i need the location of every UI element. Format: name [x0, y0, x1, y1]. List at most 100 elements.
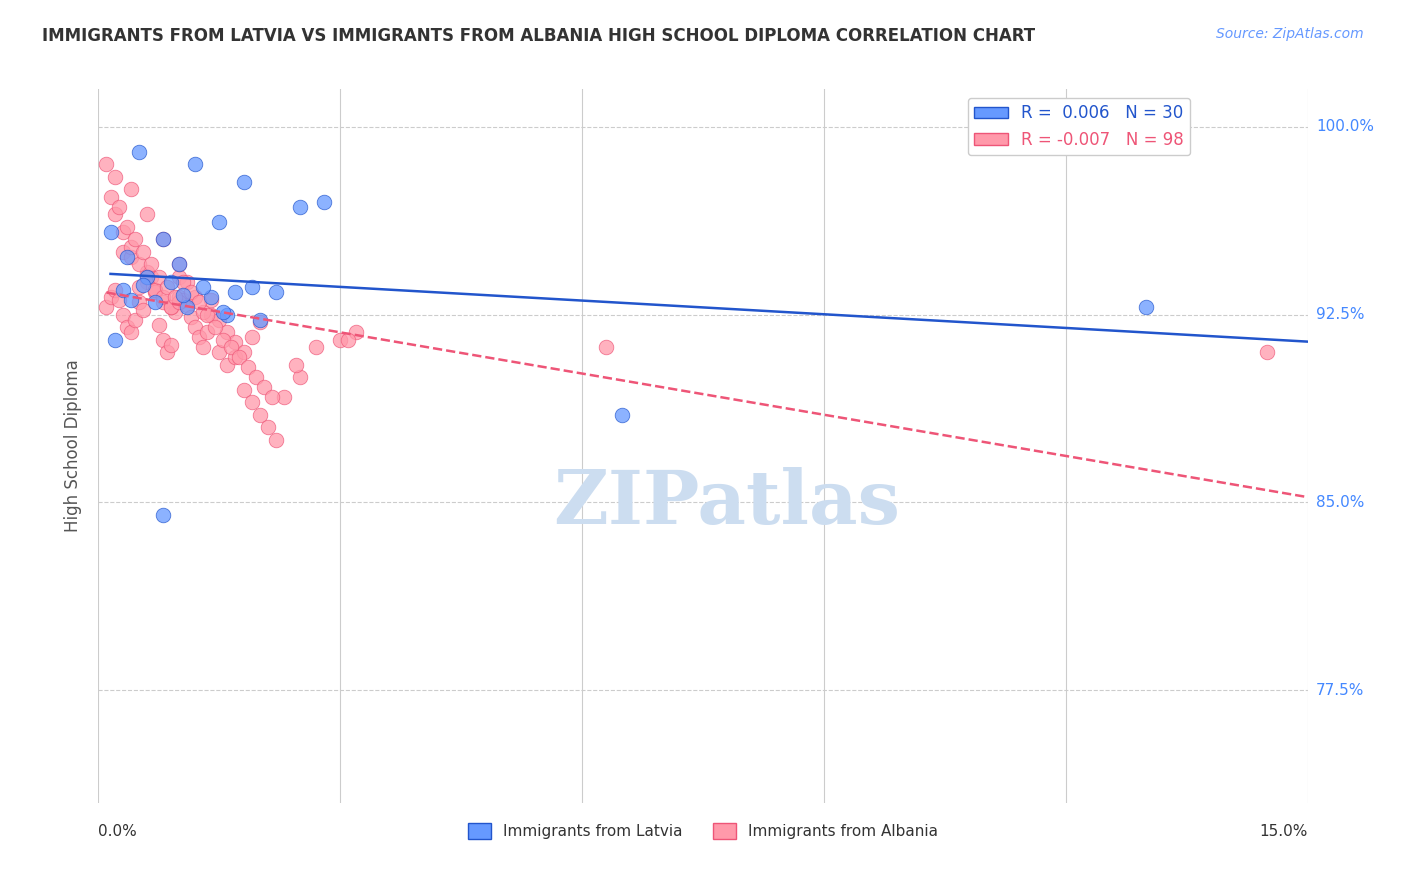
Text: 15.0%: 15.0% [1260, 824, 1308, 839]
Point [314, 194, 336, 209]
Point [245, 370, 267, 384]
Point [344, 325, 367, 339]
Point [135, 270, 157, 285]
Point [100, 225, 122, 239]
Text: 92.5%: 92.5% [1316, 307, 1364, 322]
Point [143, 295, 166, 310]
Point [120, 240, 142, 254]
Point [152, 232, 174, 246]
Point [193, 340, 215, 354]
Point [200, 308, 222, 322]
Point [184, 290, 207, 304]
Point [111, 225, 134, 239]
Point [132, 277, 155, 292]
Text: 77.5%: 77.5% [1316, 682, 1364, 698]
Point [195, 325, 218, 339]
Point [236, 360, 259, 375]
Point [240, 330, 263, 344]
Point [217, 358, 239, 372]
Point [329, 333, 352, 347]
Point [273, 390, 295, 404]
Text: 0.0%: 0.0% [98, 824, 138, 839]
Point [167, 257, 190, 271]
Point [232, 345, 254, 359]
Text: 85.0%: 85.0% [1316, 495, 1364, 510]
Point [224, 285, 246, 299]
Point [156, 280, 179, 294]
Point [172, 287, 194, 301]
Point [160, 300, 183, 314]
Point [253, 380, 276, 394]
Text: ZIPatlas: ZIPatlas [554, 467, 901, 540]
Point [176, 275, 198, 289]
Point [193, 305, 215, 319]
Point [139, 270, 162, 285]
Point [103, 169, 125, 184]
Point [305, 340, 328, 354]
Point [160, 275, 183, 289]
Point [167, 290, 190, 304]
Point [176, 300, 198, 314]
Point [288, 200, 311, 214]
Point [115, 320, 138, 334]
Point [228, 350, 250, 364]
Point [111, 244, 134, 259]
Point [152, 508, 174, 522]
Point [103, 333, 125, 347]
Point [180, 310, 202, 324]
Point [240, 395, 263, 409]
Point [232, 175, 254, 189]
Point [172, 293, 194, 307]
Point [152, 333, 174, 347]
Point [249, 408, 271, 422]
Point [124, 232, 146, 246]
Point [208, 215, 231, 229]
Point [120, 293, 142, 307]
Point [249, 315, 271, 329]
Point [612, 408, 634, 422]
Point [167, 257, 190, 271]
Point [240, 280, 263, 294]
Point [217, 325, 239, 339]
Point [156, 345, 179, 359]
Point [135, 275, 157, 289]
Point [132, 302, 155, 317]
Point [128, 280, 150, 294]
Point [224, 335, 246, 350]
Point [111, 283, 134, 297]
Point [232, 383, 254, 397]
Point [103, 283, 125, 297]
Point [96, 157, 118, 171]
Point [167, 270, 190, 285]
Point [148, 318, 170, 332]
Point [256, 420, 278, 434]
Point [188, 295, 211, 310]
Point [163, 305, 186, 319]
Point [200, 290, 222, 304]
Point [184, 320, 207, 334]
Point [143, 285, 166, 299]
Point [120, 250, 142, 264]
Point [208, 345, 231, 359]
Point [100, 290, 122, 304]
Point [135, 265, 157, 279]
Point [217, 308, 239, 322]
Point [143, 283, 166, 297]
Point [120, 182, 142, 196]
Point [111, 308, 134, 322]
Point [152, 290, 174, 304]
Point [172, 275, 194, 289]
Point [152, 295, 174, 310]
Point [249, 312, 271, 326]
Point [212, 333, 235, 347]
Point [264, 285, 287, 299]
Point [195, 308, 218, 322]
Point [128, 257, 150, 271]
Legend: Immigrants from Latvia, Immigrants from Albania: Immigrants from Latvia, Immigrants from … [461, 817, 945, 845]
Point [115, 219, 138, 234]
Point [595, 340, 617, 354]
Text: 100.0%: 100.0% [1316, 120, 1374, 135]
Point [96, 300, 118, 314]
Y-axis label: High School Diploma: High School Diploma [65, 359, 83, 533]
Point [200, 293, 222, 307]
